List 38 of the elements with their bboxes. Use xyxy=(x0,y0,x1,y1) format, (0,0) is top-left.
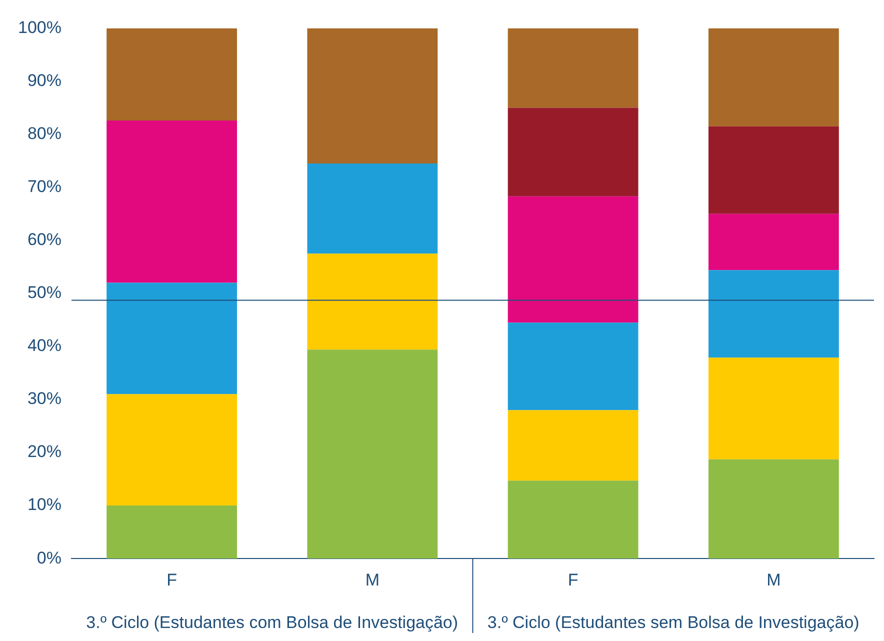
bar xyxy=(508,322,638,410)
bar xyxy=(508,196,638,323)
bar xyxy=(307,28,438,164)
y-tick-label: 50% xyxy=(27,283,62,302)
bar xyxy=(508,410,638,481)
x-tick-label: M xyxy=(766,570,781,590)
bar xyxy=(307,350,438,559)
y-tick-label: 0% xyxy=(36,548,62,568)
bar xyxy=(508,480,638,559)
y-tick-label: 40% xyxy=(27,336,62,356)
bar xyxy=(106,282,237,394)
text: 3.º Ciclo (Estudantes com Bolsa de Investigação) xyxy=(86,613,458,632)
x-tick-label: F xyxy=(568,570,578,590)
y-tick-label: 80% xyxy=(27,124,62,143)
bar xyxy=(106,394,237,506)
y-tick-label: 60% xyxy=(27,230,62,250)
bar xyxy=(708,126,839,214)
bar xyxy=(106,506,237,559)
bar xyxy=(307,163,438,254)
y-tick-label: 10% xyxy=(27,495,62,514)
bar xyxy=(708,459,839,559)
bar xyxy=(508,108,638,196)
bar xyxy=(708,214,839,270)
x-tick-label: M xyxy=(365,570,380,590)
bar xyxy=(307,254,438,350)
text: 3.º Ciclo (Estudantes sem Bolsa de Investigação) xyxy=(487,613,860,632)
y-tick-label: 20% xyxy=(27,442,62,462)
bar xyxy=(708,358,839,460)
bar xyxy=(508,28,638,108)
y-tick-label: 70% xyxy=(27,177,62,196)
bar xyxy=(106,28,237,120)
y-tick-label: 90% xyxy=(27,70,62,90)
x-tick-label: F xyxy=(166,570,177,590)
bar xyxy=(106,120,237,283)
y-tick-label: 100% xyxy=(18,18,62,37)
y-tick-label: 30% xyxy=(27,389,62,408)
bar xyxy=(708,270,839,358)
bar xyxy=(708,28,839,126)
